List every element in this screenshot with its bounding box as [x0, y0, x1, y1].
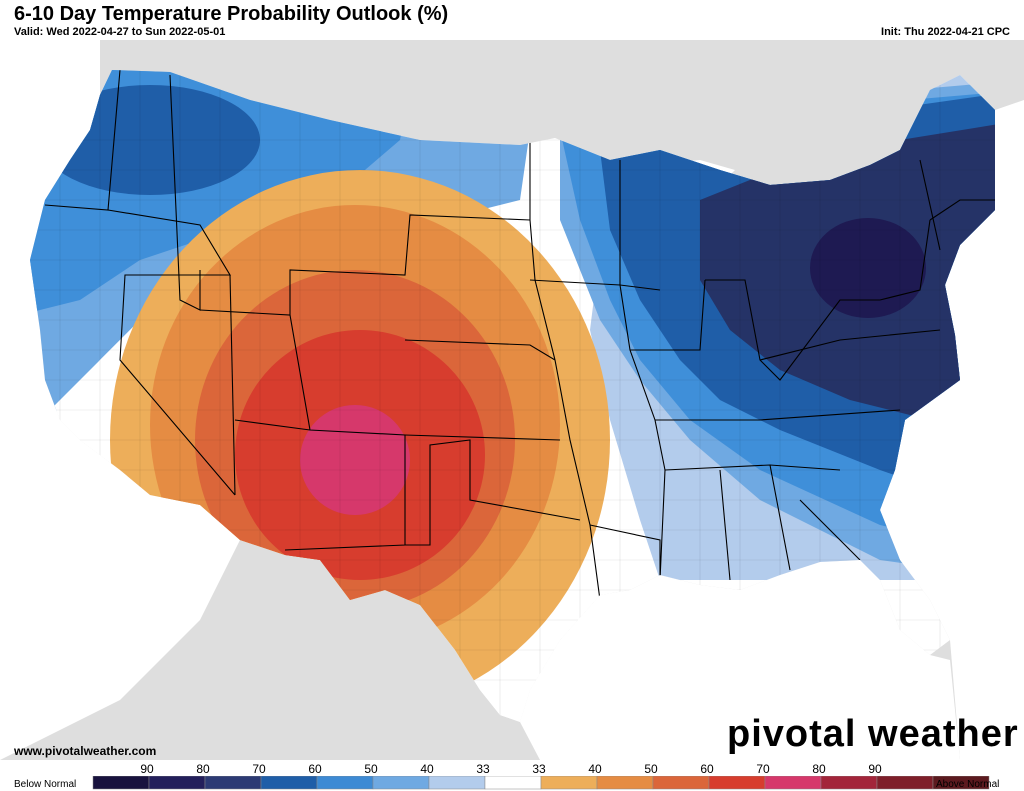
site-url[interactable]: www.pivotalweather.com [14, 744, 157, 758]
legend-tick-labels: 90 80 70 60 50 40 33 33 40 50 60 70 80 9… [0, 762, 1024, 776]
scale-swatch [708, 776, 766, 790]
legend-tick: 70 [252, 762, 266, 776]
legend-tick: 90 [868, 762, 882, 776]
scale-swatch [764, 776, 822, 790]
scale-swatch [372, 776, 430, 790]
scale-swatch [932, 776, 990, 790]
scale-swatch [92, 776, 150, 790]
scale-swatch [540, 776, 598, 790]
scale-swatch [820, 776, 878, 790]
contour-above-70 [300, 405, 410, 515]
scale-swatch [652, 776, 710, 790]
below-normal-label: Below Normal [14, 779, 76, 790]
legend-tick: 70 [756, 762, 770, 776]
gulf-of-mexico [520, 560, 960, 760]
legend-tick: 33 [476, 762, 490, 776]
legend-tick: 60 [308, 762, 322, 776]
brand-logo: pivotal weather [727, 713, 1019, 755]
legend-tick: 50 [364, 762, 378, 776]
legend-tick: 90 [140, 762, 154, 776]
scale-swatches [92, 776, 990, 790]
scale-swatch [260, 776, 318, 790]
outlook-map [0, 40, 1024, 760]
state-borders [44, 70, 995, 601]
valid-period: Valid: Wed 2022-04-27 to Sun 2022-05-01 [14, 26, 226, 38]
above-normal-label: Above Normal [936, 779, 999, 790]
legend-tick: 60 [700, 762, 714, 776]
legend-tick: 33 [532, 762, 546, 776]
scale-swatch [204, 776, 262, 790]
scale-swatch [876, 776, 934, 790]
scale-swatch [316, 776, 374, 790]
init-time: Init: Thu 2022-04-21 CPC [881, 26, 1010, 38]
contour-below-60-nw [40, 85, 260, 195]
atlantic-ocean [880, 100, 1024, 760]
legend-tick: 80 [196, 762, 210, 776]
legend-tick: 40 [588, 762, 602, 776]
scale-swatch [596, 776, 654, 790]
map-title: 6-10 Day Temperature Probability Outlook… [14, 3, 449, 25]
pacific-ocean [0, 40, 240, 760]
legend-tick: 80 [812, 762, 826, 776]
color-scale-bar: Below Normal Above Normal [14, 776, 999, 790]
scale-swatch [428, 776, 486, 790]
scale-swatch [484, 776, 542, 790]
contour-below-80-mid-atlantic [810, 218, 926, 318]
legend-tick: 40 [420, 762, 434, 776]
legend-tick: 50 [644, 762, 658, 776]
scale-swatch [148, 776, 206, 790]
